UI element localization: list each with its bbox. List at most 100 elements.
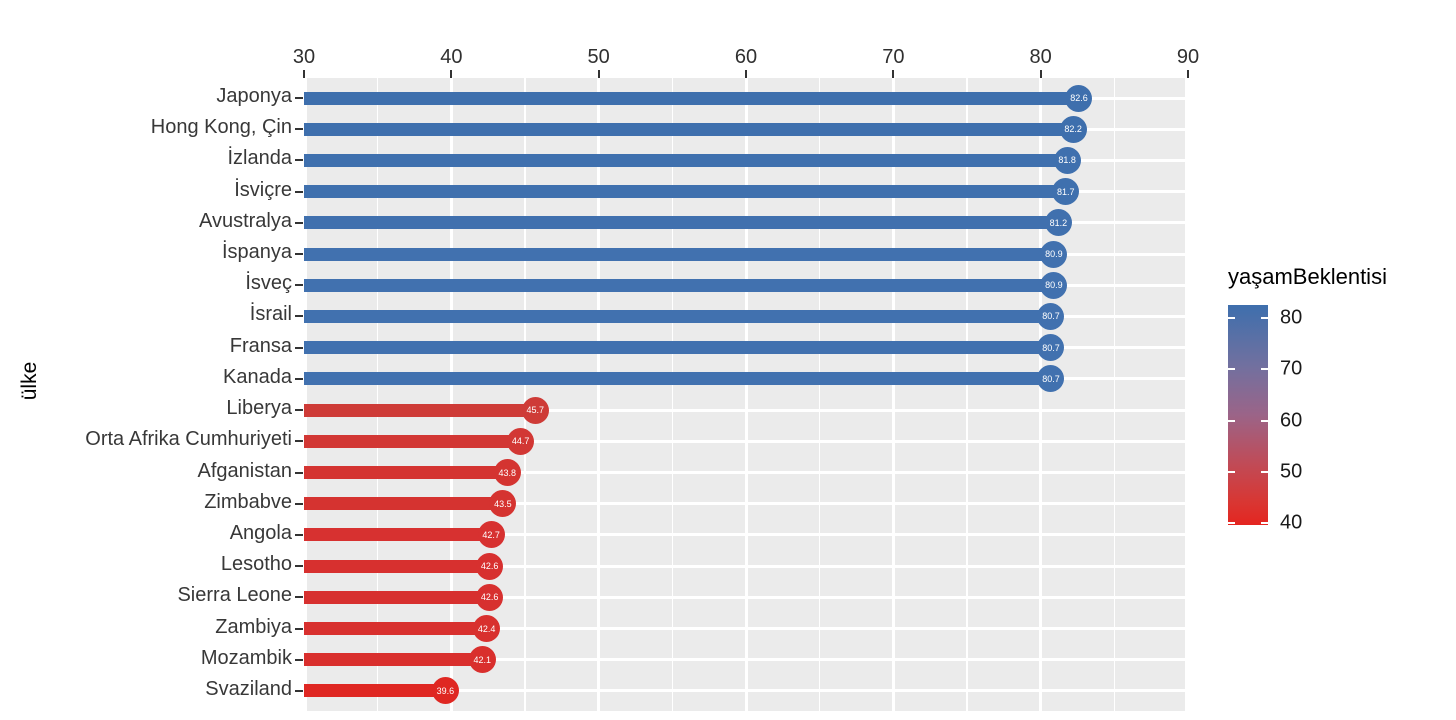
point-value-label: 44.7: [511, 436, 530, 447]
category-label-İsveç: İsveç: [245, 272, 292, 295]
y-tick-mark-Kanada: [295, 377, 303, 380]
bar-Sierra Leone: [304, 590, 490, 604]
point-value-label: 82.6: [1070, 93, 1088, 103]
point-Avustralya: 81.2: [1044, 209, 1072, 237]
category-label-İsviçre: İsviçre: [234, 178, 292, 201]
gridline-major-50: [597, 78, 601, 711]
legend-tick-70: [1261, 368, 1268, 371]
bar-Angola: [304, 528, 492, 542]
legend-title: yaşamBeklentisi: [1228, 264, 1387, 289]
category-label-Sierra Leone: Sierra Leone: [177, 584, 292, 607]
point-İzlanda: 81.8: [1053, 146, 1081, 174]
gridline-row: [304, 471, 1188, 475]
y-tick-mark-Japonya: [295, 97, 303, 99]
legend-label-50: 50: [1280, 460, 1303, 483]
bar-Afganistan: [304, 466, 508, 480]
legend-tick-80: [1228, 317, 1235, 320]
category-label-Orta Afrika Cumhuriyeti: Orta Afrika Cumhuriyeti: [85, 428, 292, 451]
point-Fransa: 80.7: [1037, 334, 1065, 362]
legend-tick-60: [1228, 419, 1235, 422]
y-tick-mark-Hong Kong, Çin: [295, 128, 303, 131]
gridline-row: [304, 533, 1188, 537]
legend-tick-50: [1228, 470, 1235, 473]
category-label-Hong Kong, Çin: Hong Kong, Çin: [150, 116, 292, 139]
legend-label-60: 60: [1280, 409, 1303, 432]
gridline-row: [304, 564, 1188, 568]
bar-İsrail: [304, 309, 1051, 323]
point-İsveç: 80.9: [1040, 271, 1068, 299]
y-tick-mark-Angola: [295, 533, 303, 536]
legend-label-80: 80: [1280, 306, 1303, 329]
legend-tick-40: [1228, 521, 1235, 524]
bar-İsveç: [304, 278, 1054, 292]
legend-tick-50: [1261, 470, 1268, 473]
bar-İzlanda: [304, 153, 1068, 167]
gridline-major-80: [1039, 78, 1043, 711]
gridline-minor-55: [671, 78, 674, 711]
legend-tick-60: [1261, 419, 1268, 422]
point-Zambiya: 42.4: [473, 615, 501, 643]
plot-panel: 82.6 82.2 81.8 81.7 81.2 80.9 80.9 80.7 80.7 80.7…: [304, 78, 1188, 711]
bar-Liberya: [304, 403, 536, 417]
gridline-row: [304, 658, 1188, 662]
y-tick-mark-Afganistan: [295, 471, 303, 474]
point-value-label: 42.6: [480, 561, 499, 572]
x-tick-mark-50: [597, 70, 600, 78]
point-value-label: 80.7: [1042, 373, 1060, 384]
point-Lesotho: 42.6: [476, 552, 504, 580]
point-Angola: 42.7: [477, 521, 505, 549]
x-tick-label-90: 90: [1176, 46, 1200, 68]
gridline-row: [304, 439, 1188, 443]
category-label-Liberya: Liberya: [226, 397, 292, 420]
y-tick-mark-İsveç: [295, 284, 303, 287]
bar-Zimbabve: [304, 497, 503, 511]
point-value-label: 81.7: [1056, 186, 1075, 197]
x-tick-label-60: 60: [734, 46, 758, 68]
category-label-Angola: Angola: [229, 521, 292, 544]
category-label-Kanada: Kanada: [223, 365, 292, 388]
legend-tick-40: [1261, 521, 1268, 524]
category-label-Zimbabve: Zimbabve: [204, 490, 292, 513]
gridline-row: [304, 502, 1188, 506]
x-tick-mark-80: [1039, 70, 1042, 78]
gridline-major-70: [891, 78, 895, 711]
point-Japonya: 82.6: [1065, 84, 1093, 112]
point-Sierra Leone: 42.6: [476, 583, 504, 611]
point-value-label: 45.7: [526, 405, 545, 416]
point-value-label: 42.4: [477, 623, 496, 634]
y-tick-mark-İspanya: [295, 253, 303, 256]
point-value-label: 42.6: [480, 592, 499, 603]
bar-İsviçre: [304, 185, 1066, 199]
y-tick-mark-Zambiya: [295, 627, 303, 630]
x-tick-mark-40: [450, 70, 453, 78]
y-tick-mark-Sierra Leone: [295, 596, 303, 599]
x-tick-mark-30: [303, 70, 305, 78]
y-tick-mark-Svaziland: [295, 689, 303, 692]
bar-Zambiya: [304, 622, 487, 636]
point-Kanada: 80.7: [1037, 365, 1065, 393]
y-tick-mark-İzlanda: [295, 159, 303, 162]
bar-Orta Afrika Cumhuriyeti: [304, 434, 521, 448]
category-label-Svaziland: Svaziland: [205, 677, 292, 700]
point-Hong Kong, Çin: 82.2: [1059, 115, 1087, 143]
x-tick-label-30: 30: [292, 46, 316, 68]
gridline-row: [304, 689, 1188, 693]
legend-tick-70: [1228, 368, 1235, 371]
legend-tick-80: [1261, 317, 1268, 320]
gridline-major-60: [744, 78, 748, 711]
gridline-major-90: [1185, 78, 1188, 711]
point-value-label: 82.2: [1064, 124, 1082, 135]
y-tick-mark-Avustralya: [295, 221, 303, 224]
bar-Mozambik: [304, 653, 483, 667]
gridline-row: [304, 595, 1188, 599]
y-tick-mark-Lesotho: [295, 565, 303, 568]
category-label-Afganistan: Afganistan: [197, 459, 292, 482]
point-Liberya: 45.7: [521, 396, 549, 424]
category-label-İspanya: İspanya: [221, 241, 292, 264]
bar-Kanada: [304, 372, 1051, 386]
point-value-label: 80.9: [1045, 249, 1063, 260]
point-value-label: 81.2: [1049, 217, 1068, 228]
point-value-label: 42.7: [482, 529, 500, 540]
category-label-Japonya: Japonya: [216, 85, 292, 107]
